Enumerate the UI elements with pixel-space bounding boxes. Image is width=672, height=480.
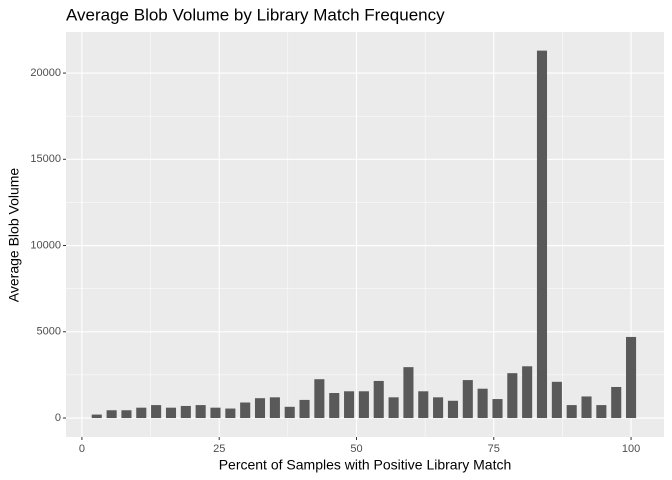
bar: [447, 400, 459, 419]
y-tick-label: 15000: [30, 153, 61, 165]
bar: [91, 414, 102, 419]
bar: [314, 379, 325, 419]
y-axis-label: Average Blob Volume: [6, 168, 22, 303]
x-tick-label: 0: [79, 443, 85, 455]
bar: [225, 408, 236, 419]
bar: [240, 402, 251, 419]
y-tick-label: 20000: [30, 67, 61, 79]
bar: [106, 410, 117, 419]
bar: [210, 407, 221, 419]
x-tick-label: 100: [622, 443, 640, 455]
bar: [299, 399, 310, 419]
x-axis-label: Percent of Samples with Positive Library…: [219, 457, 512, 473]
bar: [626, 336, 637, 419]
bar: [596, 405, 607, 419]
x-tick-label: 75: [488, 443, 500, 455]
panel: [66, 32, 664, 437]
bar: [195, 405, 206, 419]
bar: [522, 366, 533, 419]
y-tick-label: 5000: [37, 326, 61, 338]
bar: [165, 407, 177, 419]
bar: [477, 388, 488, 419]
bar: [269, 397, 280, 419]
y-tick-label: 0: [55, 412, 61, 424]
bar: [536, 50, 548, 419]
bar: [433, 397, 444, 419]
bar: [254, 398, 266, 419]
bar: [551, 381, 562, 419]
bar: [121, 410, 132, 419]
bar: [566, 405, 577, 419]
bar: [136, 407, 147, 419]
bar: [388, 397, 399, 419]
bar: [180, 405, 191, 419]
bar: [581, 396, 592, 419]
bar: [329, 393, 340, 419]
bar: [403, 367, 414, 419]
bar: [507, 373, 518, 419]
bar: [418, 391, 429, 419]
bar: [611, 386, 622, 419]
bar: [151, 405, 162, 419]
bar: [492, 399, 503, 419]
bar: [358, 391, 369, 419]
chart-title: Average Blob Volume by Library Match Fre…: [66, 5, 445, 24]
x-tick-label: 50: [350, 443, 362, 455]
bar: [344, 391, 355, 419]
y-tick-label: 10000: [30, 239, 61, 251]
bar: [462, 380, 473, 419]
bar: [284, 406, 295, 419]
bar: [373, 380, 384, 419]
x-tick-label: 25: [213, 443, 225, 455]
